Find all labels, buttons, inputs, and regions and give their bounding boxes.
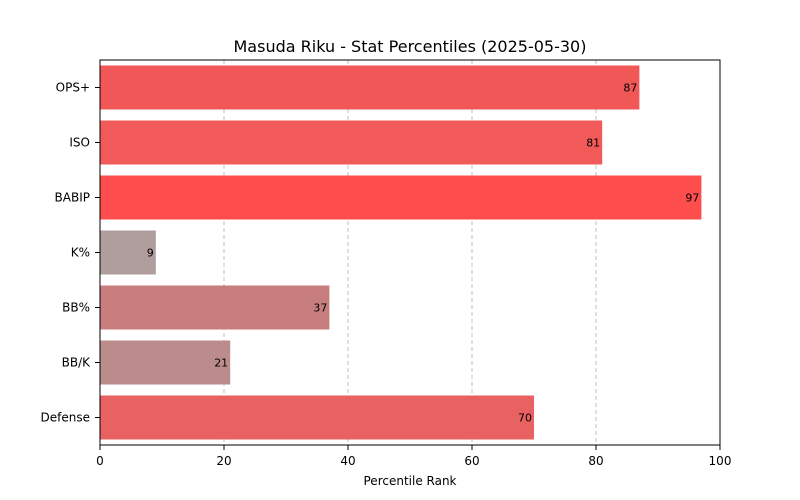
- y-tick-label: BB/K: [62, 356, 92, 370]
- y-tick-label: Defense: [41, 411, 90, 425]
- bar-iso: [100, 120, 603, 165]
- x-tick-label: 20: [216, 454, 231, 468]
- bar-babip: [100, 175, 702, 220]
- bar-k-: [100, 230, 156, 275]
- plot-frame: [99, 59, 721, 446]
- bar-bb-k: [100, 340, 231, 385]
- data-label: 97: [685, 192, 699, 205]
- chart-title: Masuda Riku - Stat Percentiles (2025-05-…: [234, 37, 587, 56]
- data-label: 9: [147, 247, 154, 260]
- x-tick-label: 60: [464, 454, 479, 468]
- x-axis: 0 20 40 60 80 100: [96, 445, 731, 468]
- data-label: 81: [586, 137, 600, 150]
- y-tick-label: K%: [71, 246, 90, 260]
- x-tick-label: 80: [588, 454, 603, 468]
- y-tick-label: BABIP: [55, 191, 90, 205]
- y-axis: OPS+ ISO BABIP K% BB% BB/K Defense: [41, 81, 100, 425]
- bar-defense: [100, 395, 534, 440]
- x-tick-label: 100: [709, 454, 732, 468]
- bar-ops-: [100, 65, 640, 110]
- y-tick-label: OPS+: [56, 81, 90, 95]
- y-tick-label: ISO: [69, 136, 90, 150]
- data-label: 70: [518, 412, 532, 425]
- x-tick-label: 40: [340, 454, 355, 468]
- y-tick-label: BB%: [62, 301, 90, 315]
- data-label: 37: [313, 302, 327, 315]
- data-label: 21: [214, 357, 228, 370]
- x-axis-label: Percentile Rank: [364, 474, 457, 488]
- bar-bb-: [100, 285, 330, 330]
- bars: [100, 65, 702, 440]
- data-labels: 87 81 97 9 37 21 70: [147, 82, 700, 425]
- data-label: 87: [623, 82, 637, 95]
- x-tick-label: 0: [96, 454, 104, 468]
- grid-lines: [223, 60, 597, 445]
